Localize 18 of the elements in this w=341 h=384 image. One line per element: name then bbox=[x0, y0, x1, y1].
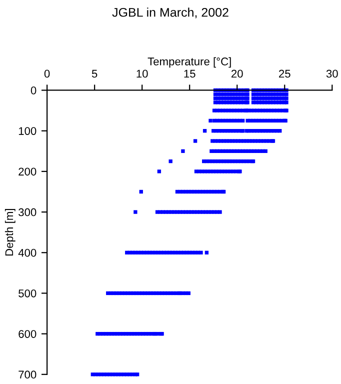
y-tick-label: 500 bbox=[18, 289, 36, 298]
y-tick-label: 0 bbox=[30, 86, 36, 94]
y-tick-label: 400 bbox=[18, 248, 36, 257]
chart-title: JGBL in March, 2002 bbox=[112, 8, 228, 18]
y-tick-label: 600 bbox=[18, 330, 36, 338]
y-tick-label: 200 bbox=[18, 168, 36, 176]
x-tick-label: 25 bbox=[279, 70, 290, 78]
y-tick-label: 100 bbox=[18, 127, 36, 135]
x-tick-label: 15 bbox=[184, 70, 196, 78]
x-axis-title: Temperature [°C] bbox=[148, 57, 231, 68]
x-tick-label: 0 bbox=[44, 70, 50, 78]
x-tick-label: 10 bbox=[136, 70, 148, 78]
y-tick-label: 300 bbox=[18, 208, 36, 216]
x-tick-label: 20 bbox=[231, 70, 243, 78]
y-axis-title: Depth [m] bbox=[4, 209, 16, 256]
y-tick-label: 700 bbox=[18, 370, 36, 379]
x-tick-label: 30 bbox=[326, 70, 338, 78]
x-tick-label: 5 bbox=[92, 70, 98, 78]
